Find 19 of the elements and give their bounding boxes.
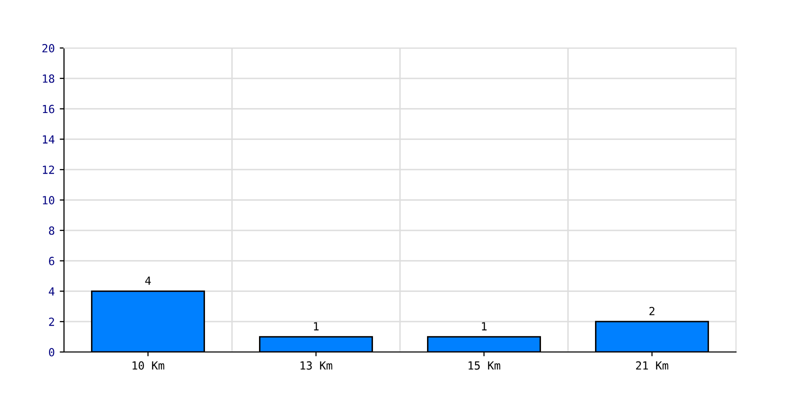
data-label: 1: [314, 322, 319, 330]
y-tick-label: 20: [42, 44, 54, 52]
data-label: 2: [649, 306, 654, 316]
y-tick-label: 4: [48, 287, 54, 296]
y-tick-label: 2: [49, 318, 54, 326]
x-tick-label: 10 Km: [132, 361, 164, 370]
x-tick-label: 15 Km: [468, 361, 500, 370]
y-tick-label: 8: [48, 226, 54, 235]
data-label: 1: [482, 322, 487, 330]
x-tick-label: 13 Km: [300, 361, 332, 370]
y-tick-label: 10: [42, 196, 54, 204]
y-tick-label: 16: [42, 104, 54, 114]
y-tick-label: 0: [49, 348, 54, 356]
data-label: 4: [145, 276, 151, 285]
x-tick-label: 21 Km: [636, 361, 668, 370]
y-tick-label: 12: [42, 166, 54, 174]
y-tick-label: 14: [42, 135, 54, 144]
y-tick-label: 6: [49, 256, 54, 266]
y-tick-label: 18: [42, 74, 54, 83]
